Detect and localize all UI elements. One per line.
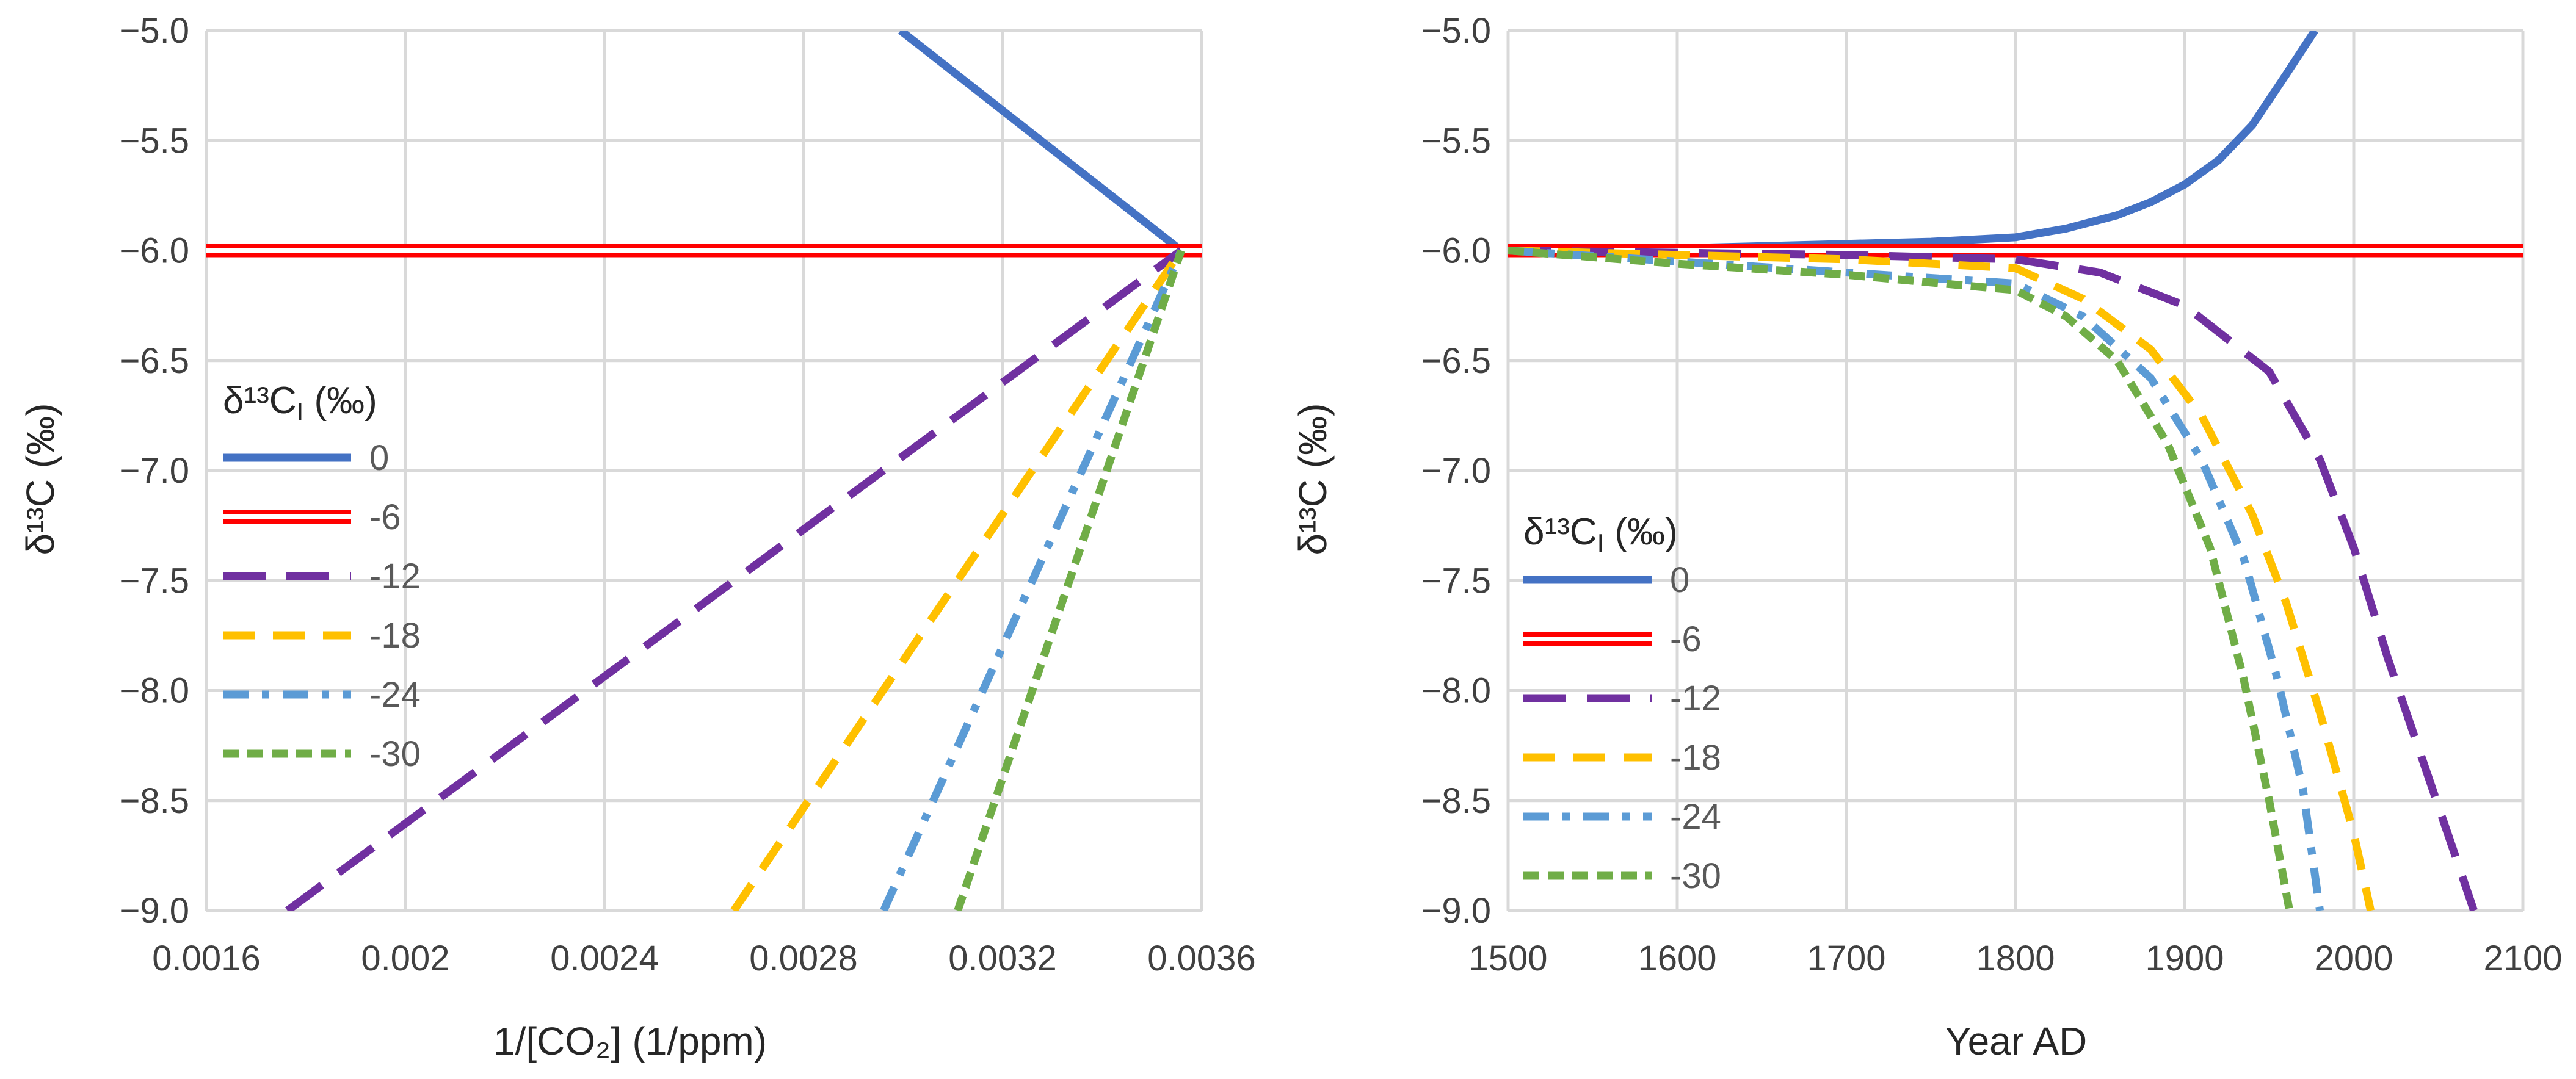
- y-tick-label: −8.0: [120, 671, 190, 711]
- series-line-minus-12: [1508, 247, 2478, 911]
- x-tick-label: 1500: [1468, 939, 1547, 978]
- legend-label: -30: [369, 734, 421, 774]
- legend-label: 0: [1670, 560, 1689, 600]
- legend-label: -6: [1670, 619, 1702, 659]
- legend-title-main: δ¹³C: [1523, 511, 1597, 553]
- legend-label: -6: [369, 497, 401, 537]
- x-tick-label: 1900: [2145, 939, 2224, 978]
- legend-title-unit: (‰): [303, 380, 377, 422]
- chart-left-legend-title: δ¹³CI (‰): [223, 380, 377, 426]
- legend-label: -12: [1670, 679, 1721, 718]
- legend-label: -24: [1670, 797, 1721, 837]
- chart-left-gridlines: [205, 29, 1203, 912]
- chart-right-series: [1508, 31, 2523, 911]
- chart-left-x-axis-title: 1/[CO₂] (1/ppm): [493, 1019, 767, 1063]
- legend-label: -30: [1670, 856, 1721, 896]
- x-tick-label: 0.0016: [152, 939, 260, 978]
- legend-title-main: δ¹³C: [223, 380, 297, 422]
- y-tick-label: −7.0: [1421, 451, 1492, 491]
- series-line-minus-18: [1508, 247, 2375, 911]
- x-tick-label: 0.0036: [1147, 939, 1255, 978]
- series-line-minus-24: [880, 248, 1185, 911]
- legend-label: -18: [369, 616, 421, 655]
- series-line-0: [898, 31, 1184, 254]
- y-tick-label: −7.5: [1421, 561, 1492, 601]
- x-tick-label: 1800: [1976, 939, 2055, 978]
- chart-left-legend: δ¹³CI (‰) 0 -6 -12 -18 -24 -30: [223, 380, 421, 774]
- x-tick-label: 0.0028: [749, 939, 857, 978]
- y-tick-label: −5.5: [1421, 121, 1492, 161]
- x-tick-label: 1600: [1638, 939, 1716, 978]
- x-tick-label: 2100: [2483, 939, 2562, 978]
- chart-right-y-axis-title: δ¹³C (‰): [1291, 403, 1335, 555]
- legend-title-subscript: I: [297, 397, 304, 426]
- chart-right: 1500 1600 1700 1800 1900 2000 2100 −5.0 −5.5 −6.…: [1291, 11, 2563, 1063]
- y-tick-label: −8.5: [1421, 781, 1492, 821]
- y-tick-label: −8.5: [120, 781, 190, 821]
- chart-left-x-tick-labels: 0.0016 0.002 0.0024 0.0028 0.0032 0.0036: [152, 939, 1255, 978]
- y-tick-label: −9.0: [1421, 891, 1492, 931]
- x-tick-label: 1700: [1807, 939, 1885, 978]
- legend-label: 0: [369, 438, 389, 478]
- y-tick-label: −5.0: [1421, 11, 1492, 51]
- x-tick-label: 0.002: [361, 939, 449, 978]
- series-line-minus-12: [285, 247, 1184, 911]
- series-line-minus-30: [1508, 247, 2294, 911]
- y-tick-label: −8.0: [1421, 671, 1492, 711]
- x-tick-label: 0.0024: [550, 939, 658, 978]
- y-tick-label: −6.5: [120, 341, 190, 381]
- chart-left-series: [206, 31, 1202, 911]
- legend-title-subscript: I: [1597, 529, 1605, 557]
- y-tick-label: −5.5: [120, 121, 190, 161]
- chart-left-y-axis-title: δ¹³C (‰): [18, 403, 62, 555]
- y-tick-label: −6.0: [120, 231, 190, 271]
- legend-title-unit: (‰): [1604, 511, 1678, 553]
- chart-right-legend-title: δ¹³CI (‰): [1523, 511, 1678, 557]
- chart-right-legend: δ¹³CI (‰) 0 -6 -12 -18 -24 -30: [1523, 511, 1721, 896]
- series-line-minus-30: [954, 249, 1185, 911]
- legend-label: -18: [1670, 738, 1721, 778]
- x-tick-label: 2000: [2314, 939, 2393, 978]
- chart-right-x-tick-labels: 1500 1600 1700 1800 1900 2000 2100: [1468, 939, 2562, 978]
- y-tick-label: −9.0: [120, 891, 190, 931]
- x-tick-label: 0.0032: [948, 939, 1056, 978]
- y-tick-label: −7.5: [120, 561, 190, 601]
- series-line-minus-18: [730, 248, 1185, 911]
- y-tick-label: −6.5: [1421, 341, 1492, 381]
- chart-right-y-tick-labels: −5.0 −5.5 −6.0 −6.5 −7.0 −7.5 −8.0 −8.5 −9.0: [1421, 11, 1492, 931]
- y-tick-label: −7.0: [120, 451, 190, 491]
- legend-label: -12: [369, 557, 421, 596]
- chart-right-x-axis-title: Year AD: [1945, 1019, 2087, 1063]
- y-tick-label: −5.0: [120, 11, 190, 51]
- y-tick-label: −6.0: [1421, 231, 1492, 271]
- legend-label: -24: [369, 675, 421, 715]
- chart-left-y-tick-labels: −5.0 −5.5 −6.0 −6.5 −7.0 −7.5 −8.0 −8.5 −9.0: [120, 11, 190, 931]
- chart-left: 0.0016 0.002 0.0024 0.0028 0.0032 0.0036 −5.0…: [18, 11, 1256, 1063]
- chart-right-gridlines: [1506, 29, 2525, 912]
